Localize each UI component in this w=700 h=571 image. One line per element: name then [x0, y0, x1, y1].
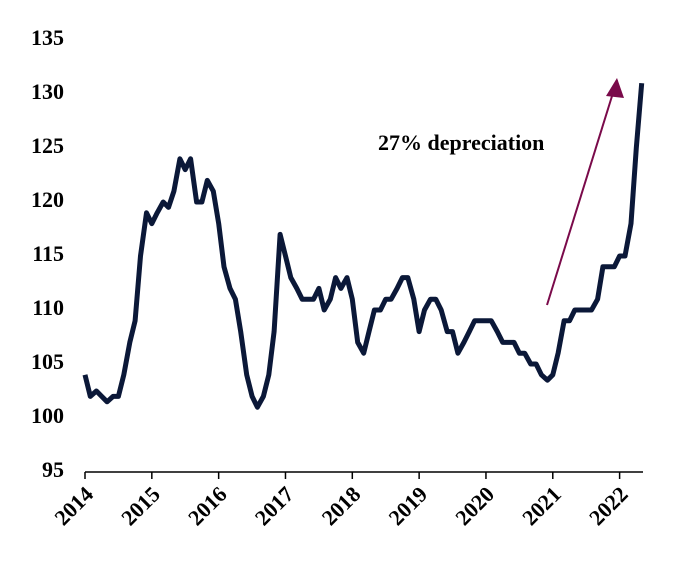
y-tick-label: 95: [42, 457, 64, 482]
x-tick-label: 2022: [584, 481, 633, 530]
y-tick-label: 120: [31, 187, 64, 212]
x-tick-label: 2015: [116, 481, 165, 530]
x-tick-label: 2014: [49, 481, 98, 530]
line-series: [82, 82, 645, 410]
y-tick-label: 130: [31, 79, 64, 104]
y-tick-label: 135: [31, 25, 64, 50]
y-tick-label: 100: [31, 403, 64, 428]
x-tick-label: 2017: [250, 481, 299, 530]
annotation: 27% depreciation: [378, 130, 544, 155]
y-tick-label: 110: [32, 295, 64, 320]
x-tick-label: 2016: [183, 481, 232, 530]
y-tick-label: 115: [32, 241, 64, 266]
x-tick-label: 2021: [517, 481, 566, 530]
x-tick-label: 2020: [450, 481, 499, 530]
y-tick-label: 105: [31, 349, 64, 374]
annotation-arrow: [546, 79, 618, 306]
x-tick-label: 2019: [383, 481, 432, 530]
arrow-head: [606, 78, 624, 98]
x-tick-label: 2018: [317, 481, 366, 530]
y-tick-label: 125: [31, 133, 64, 158]
